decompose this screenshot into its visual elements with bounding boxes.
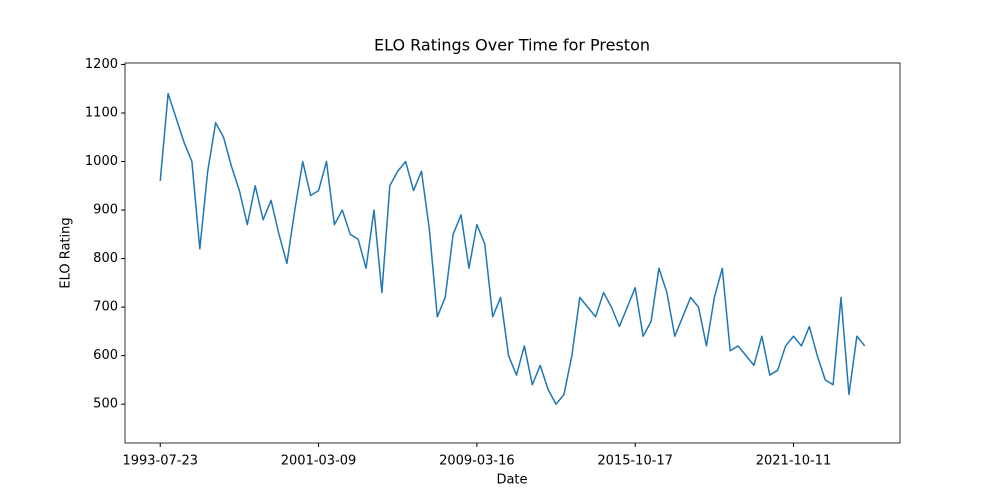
chart-title: ELO Ratings Over Time for Preston — [374, 36, 650, 55]
y-axis-label: ELO Rating — [59, 217, 74, 288]
y-tick-label: 800 — [93, 251, 118, 266]
y-tick-label: 900 — [93, 203, 118, 218]
x-axis-label: Date — [496, 473, 527, 488]
y-tick-label: 1100 — [85, 105, 118, 120]
x-tick-label: 2021-10-11 — [756, 454, 832, 469]
x-tick-label: 2001-03-09 — [281, 454, 357, 469]
y-tick-label: 500 — [93, 397, 118, 412]
y-tick-label: 600 — [93, 348, 118, 363]
y-tick-label: 1000 — [85, 154, 118, 169]
series-line — [159, 92, 866, 405]
y-tick-label: 1200 — [85, 57, 118, 72]
x-tick-label: 1993-07-23 — [122, 454, 198, 469]
y-tick-label: 700 — [93, 300, 118, 315]
x-tick-label: 2009-03-16 — [439, 454, 515, 469]
plot-frame — [124, 62, 901, 444]
x-tick-label: 2015-10-17 — [597, 454, 673, 469]
